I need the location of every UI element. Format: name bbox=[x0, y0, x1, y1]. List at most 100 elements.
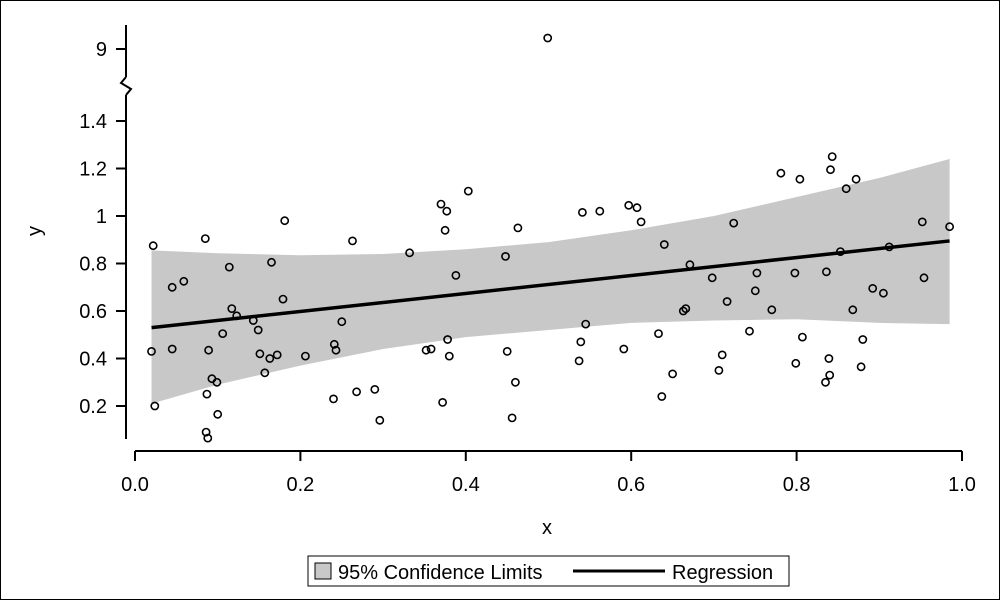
data-point bbox=[685, 260, 695, 270]
y-tick-label: 1.4 bbox=[79, 111, 107, 133]
data-point bbox=[260, 368, 270, 378]
data-point bbox=[253, 325, 263, 335]
data-point bbox=[750, 286, 760, 296]
y-tick-label: 1.2 bbox=[79, 159, 107, 181]
data-point bbox=[167, 282, 177, 292]
data-point bbox=[659, 240, 669, 249]
data-point bbox=[300, 351, 310, 361]
data-point bbox=[451, 270, 461, 280]
data-point bbox=[501, 251, 510, 261]
data-point bbox=[841, 184, 851, 194]
data-point bbox=[147, 346, 156, 356]
data-point bbox=[443, 335, 452, 344]
x-tick-label: 0.2 bbox=[286, 474, 314, 496]
data-point bbox=[213, 409, 223, 419]
data-point bbox=[945, 222, 954, 232]
data-point bbox=[438, 397, 447, 407]
data-point bbox=[868, 283, 878, 293]
data-point bbox=[212, 377, 222, 387]
data-point bbox=[507, 413, 517, 423]
regression-line bbox=[151, 239, 950, 330]
data-point bbox=[884, 242, 894, 252]
data-point bbox=[826, 165, 835, 175]
data-point bbox=[767, 305, 777, 315]
data-point bbox=[543, 33, 553, 43]
data-point bbox=[576, 337, 586, 347]
data-points-layer bbox=[147, 33, 954, 443]
data-point bbox=[707, 273, 717, 283]
data-point bbox=[821, 377, 830, 387]
data-point bbox=[919, 273, 929, 283]
legend-band-swatch bbox=[314, 562, 332, 580]
x-tick-label: 0.6 bbox=[617, 474, 645, 496]
legend-band-label: 95% Confidence Limits bbox=[338, 562, 543, 584]
x-tick-label: 1.0 bbox=[948, 474, 976, 496]
data-point bbox=[352, 387, 361, 397]
data-point bbox=[825, 370, 835, 380]
data-point bbox=[436, 199, 446, 209]
data-point bbox=[280, 216, 290, 226]
data-point bbox=[619, 344, 629, 354]
data-point bbox=[232, 311, 242, 321]
data-point bbox=[822, 267, 831, 277]
data-point bbox=[440, 225, 450, 235]
legend-line-label: Regression bbox=[672, 562, 773, 584]
data-point bbox=[278, 294, 288, 304]
data-point bbox=[167, 344, 177, 354]
data-point bbox=[200, 234, 210, 243]
data-point bbox=[632, 203, 642, 213]
confidence-band-layer bbox=[151, 159, 950, 404]
data-point bbox=[745, 326, 754, 336]
data-point bbox=[654, 329, 663, 338]
regression-line-layer bbox=[151, 239, 950, 330]
data-point bbox=[827, 152, 837, 161]
data-point bbox=[179, 276, 189, 286]
data-point bbox=[227, 304, 237, 313]
y-tick-label: 1 bbox=[96, 206, 107, 228]
data-point bbox=[578, 207, 587, 217]
data-point bbox=[795, 174, 805, 184]
data-point bbox=[856, 362, 866, 372]
y-tick-label: 0.6 bbox=[79, 301, 107, 323]
data-point bbox=[370, 384, 380, 394]
y-tick-label: 0.2 bbox=[79, 396, 107, 418]
data-point bbox=[444, 351, 454, 361]
data-point bbox=[248, 316, 258, 325]
data-point bbox=[624, 200, 634, 210]
y-tick-label: 0.8 bbox=[79, 254, 107, 276]
data-point bbox=[848, 305, 858, 315]
data-point bbox=[203, 433, 213, 443]
data-point bbox=[636, 217, 646, 227]
data-point bbox=[917, 217, 927, 227]
legend-box bbox=[307, 555, 790, 587]
data-point bbox=[858, 335, 868, 344]
data-point bbox=[791, 358, 801, 368]
data-point bbox=[329, 339, 339, 349]
y-axis-title: y bbox=[24, 226, 46, 236]
data-point bbox=[442, 206, 452, 216]
x-tick-label: 0.0 bbox=[121, 474, 149, 496]
data-point bbox=[272, 350, 282, 360]
data-point bbox=[752, 268, 762, 278]
data-point bbox=[329, 394, 338, 404]
data-point bbox=[678, 306, 688, 316]
confidence-band bbox=[151, 159, 950, 404]
data-point bbox=[148, 241, 158, 251]
data-point bbox=[255, 349, 265, 359]
data-point bbox=[595, 206, 605, 216]
data-point bbox=[511, 377, 520, 387]
data-point bbox=[681, 304, 691, 313]
x-tick-label: 0.8 bbox=[783, 474, 811, 496]
data-point bbox=[337, 317, 347, 327]
axes-layer: 0.2 0.4 0.6 0.8 1 1.2 1.4 9 0.0 0.2 0.4 0.6 0.8 1.0 bbox=[79, 25, 976, 496]
data-point bbox=[824, 354, 834, 363]
data-point bbox=[375, 415, 385, 425]
x-tick-label: 0.4 bbox=[452, 474, 480, 496]
data-point bbox=[331, 345, 341, 355]
data-point bbox=[463, 186, 473, 196]
data-point bbox=[426, 344, 436, 354]
data-point bbox=[798, 332, 807, 342]
data-point bbox=[204, 345, 213, 355]
data-point bbox=[202, 389, 212, 399]
